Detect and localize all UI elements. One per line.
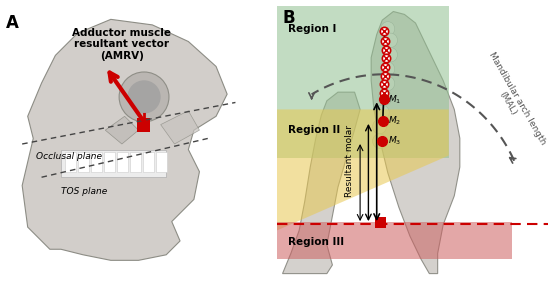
Polygon shape [22, 19, 227, 260]
Text: Mandibular arch length
(MAL): Mandibular arch length (MAL) [478, 50, 547, 151]
Polygon shape [161, 111, 199, 144]
Circle shape [381, 76, 394, 91]
Circle shape [372, 134, 387, 148]
Polygon shape [105, 116, 138, 144]
Bar [91, 152, 102, 172]
Text: A: A [6, 14, 18, 32]
Text: $M_2$: $M_2$ [388, 115, 401, 127]
Circle shape [127, 80, 161, 113]
Circle shape [381, 22, 394, 36]
Text: Region III: Region III [288, 237, 344, 247]
Text: B: B [283, 9, 295, 27]
Text: Occlusal plane: Occlusal plane [36, 152, 102, 161]
Bar [137, 118, 151, 132]
Bar [104, 152, 115, 172]
Bar [117, 152, 127, 172]
Circle shape [383, 33, 398, 48]
Text: Region II: Region II [288, 125, 340, 134]
Text: TOS plane: TOS plane [61, 187, 107, 196]
Polygon shape [371, 12, 460, 274]
Bar [130, 152, 141, 172]
Bar [61, 149, 166, 177]
Text: Adductor muscle
resultant vector
(AMRV): Adductor muscle resultant vector (AMRV) [73, 28, 171, 61]
Circle shape [378, 91, 392, 105]
Bar [156, 152, 167, 172]
Circle shape [372, 120, 387, 134]
Circle shape [119, 72, 169, 122]
Bar [65, 152, 75, 172]
Circle shape [381, 62, 394, 76]
Circle shape [383, 48, 398, 62]
Bar [277, 222, 512, 259]
Bar [376, 217, 386, 228]
Bar [143, 152, 154, 172]
Polygon shape [277, 109, 449, 230]
Text: Region I: Region I [288, 24, 336, 34]
Text: $M_1$: $M_1$ [388, 93, 401, 106]
Polygon shape [283, 92, 360, 274]
Circle shape [376, 105, 389, 120]
Text: $M_3$: $M_3$ [388, 135, 401, 147]
Bar [277, 6, 449, 158]
Text: Resultant molar: Resultant molar [345, 125, 353, 197]
Bar [78, 152, 89, 172]
